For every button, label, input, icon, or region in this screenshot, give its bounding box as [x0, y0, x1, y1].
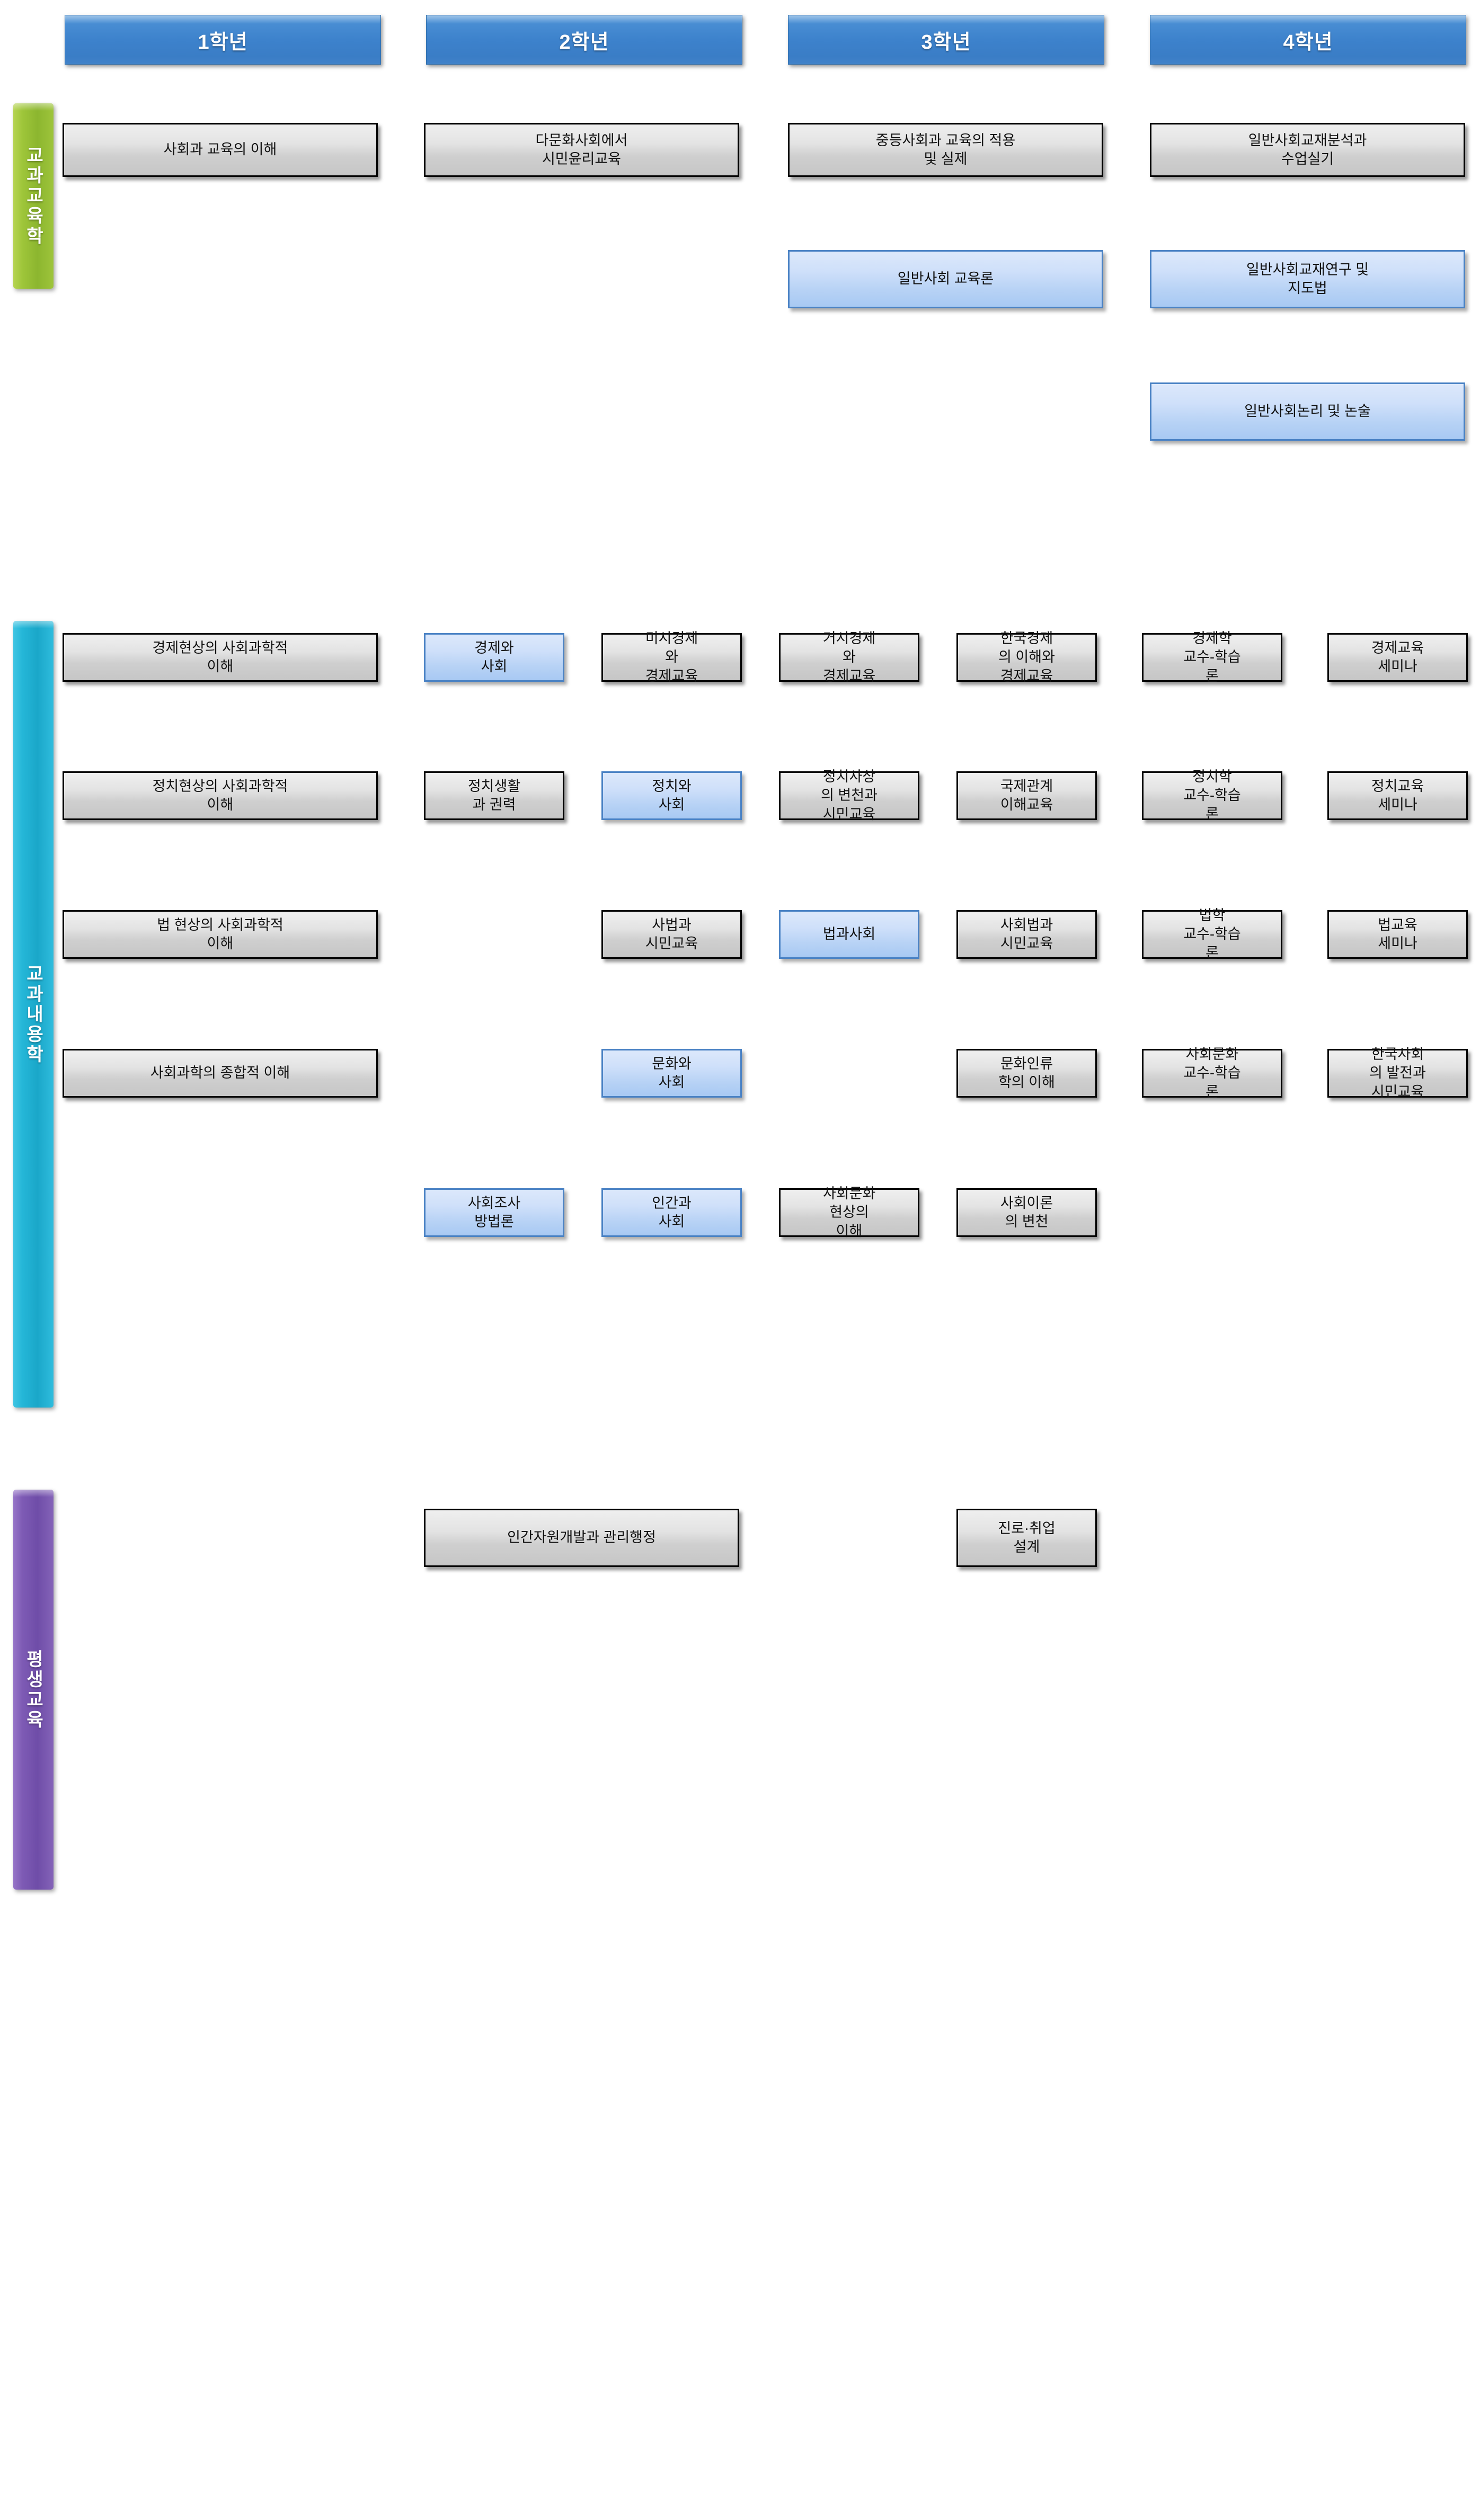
course-box[interactable]: 법 현상의 사회과학적 이해 [63, 910, 378, 959]
category-bar-2: 교과내용학 [13, 621, 54, 1408]
course-box[interactable]: 법학 교수-학습 론 [1142, 907, 1282, 961]
course-box[interactable]: 정치사상 의 변천과 시민교육 [779, 769, 919, 822]
course-box[interactable]: 다문화사회에서 시민윤리교육 [424, 123, 739, 177]
course-box[interactable]: 사회조사 방법론 [424, 1188, 564, 1237]
course-box[interactable]: 문화와 사회 [601, 1049, 742, 1098]
category-bar-3: 평생교육 [13, 1490, 54, 1890]
course-box[interactable]: 국제관계 이해교육 [956, 771, 1097, 820]
course-box[interactable]: 일반사회논리 및 논술 [1150, 382, 1465, 441]
course-box[interactable]: 미시경제 와 경제교육 [601, 630, 742, 684]
course-box[interactable]: 한국사회 의 발전과 시민교육 [1327, 1046, 1468, 1100]
course-box[interactable]: 사회법과 시민교육 [956, 910, 1097, 959]
course-box[interactable]: 법과사회 [779, 910, 919, 959]
course-box[interactable]: 경제와 사회 [424, 633, 564, 682]
course-box[interactable]: 경제교육 세미나 [1327, 633, 1468, 682]
course-box[interactable]: 사법과 시민교육 [601, 910, 742, 959]
course-box[interactable]: 정치생활 과 권력 [424, 771, 564, 820]
grade-header-2: 2학년 [426, 15, 742, 65]
course-box[interactable]: 일반사회교재연구 및 지도법 [1150, 250, 1465, 308]
course-box[interactable]: 사회이론 의 변천 [956, 1188, 1097, 1237]
grade-header-label: 1학년 [198, 31, 248, 54]
course-box[interactable]: 일반사회교재분석과 수업실기 [1150, 123, 1465, 177]
grade-header-4: 4학년 [1150, 15, 1466, 65]
grade-header-1: 1학년 [65, 15, 381, 65]
course-box[interactable]: 인간자원개발과 관리행정 [424, 1509, 739, 1567]
grade-header-label: 2학년 [559, 31, 609, 54]
course-box[interactable]: 문화인류 학의 이해 [956, 1049, 1097, 1098]
course-box[interactable]: 법교육 세미나 [1327, 910, 1468, 959]
course-box[interactable]: 정치와 사회 [601, 771, 742, 820]
grade-header-label: 4학년 [1283, 31, 1333, 54]
course-box[interactable]: 일반사회 교육론 [788, 250, 1103, 308]
course-box[interactable]: 한국경제 의 이해와 경제교육 [956, 630, 1097, 684]
course-box[interactable]: 사회문화 현상의 이해 [779, 1186, 919, 1239]
course-box[interactable]: 경제학 교수-학습 론 [1142, 630, 1282, 684]
category-bar-label: 교과교육학 [23, 146, 43, 246]
course-box[interactable]: 진로·취업 설계 [956, 1509, 1097, 1567]
category-bar-label: 교과내용학 [23, 964, 43, 1065]
course-box[interactable]: 정치교육 세미나 [1327, 771, 1468, 820]
course-box[interactable]: 사회과 교육의 이해 [63, 123, 378, 177]
grade-header-3: 3학년 [788, 15, 1104, 65]
course-box[interactable]: 거시경제 와 경제교육 [779, 630, 919, 684]
course-box[interactable]: 정치학 교수-학습 론 [1142, 769, 1282, 822]
course-box[interactable]: 정치현상의 사회과학적 이해 [63, 771, 378, 820]
category-bar-label: 평생교육 [23, 1649, 43, 1730]
course-box[interactable]: 경제현상의 사회과학적 이해 [63, 633, 378, 682]
course-box[interactable]: 인간과 사회 [601, 1188, 742, 1237]
course-box[interactable]: 사회문화 교수-학습 론 [1142, 1046, 1282, 1100]
course-box[interactable]: 사회과학의 종합적 이해 [63, 1049, 378, 1098]
category-bar-1: 교과교육학 [13, 103, 54, 289]
grade-header-label: 3학년 [921, 31, 971, 54]
course-box[interactable]: 중등사회과 교육의 적용 및 실제 [788, 123, 1103, 177]
